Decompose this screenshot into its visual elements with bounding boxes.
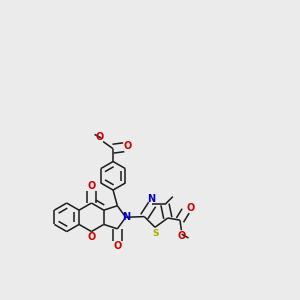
Text: O: O [95, 132, 104, 142]
Text: O: O [87, 232, 96, 242]
Text: N: N [122, 212, 130, 222]
Text: O: O [186, 203, 194, 213]
Text: O: O [87, 181, 96, 191]
Text: S: S [152, 229, 159, 238]
Text: O: O [178, 231, 186, 241]
Text: N: N [147, 194, 155, 204]
Text: O: O [124, 141, 132, 151]
Text: O: O [113, 241, 122, 251]
